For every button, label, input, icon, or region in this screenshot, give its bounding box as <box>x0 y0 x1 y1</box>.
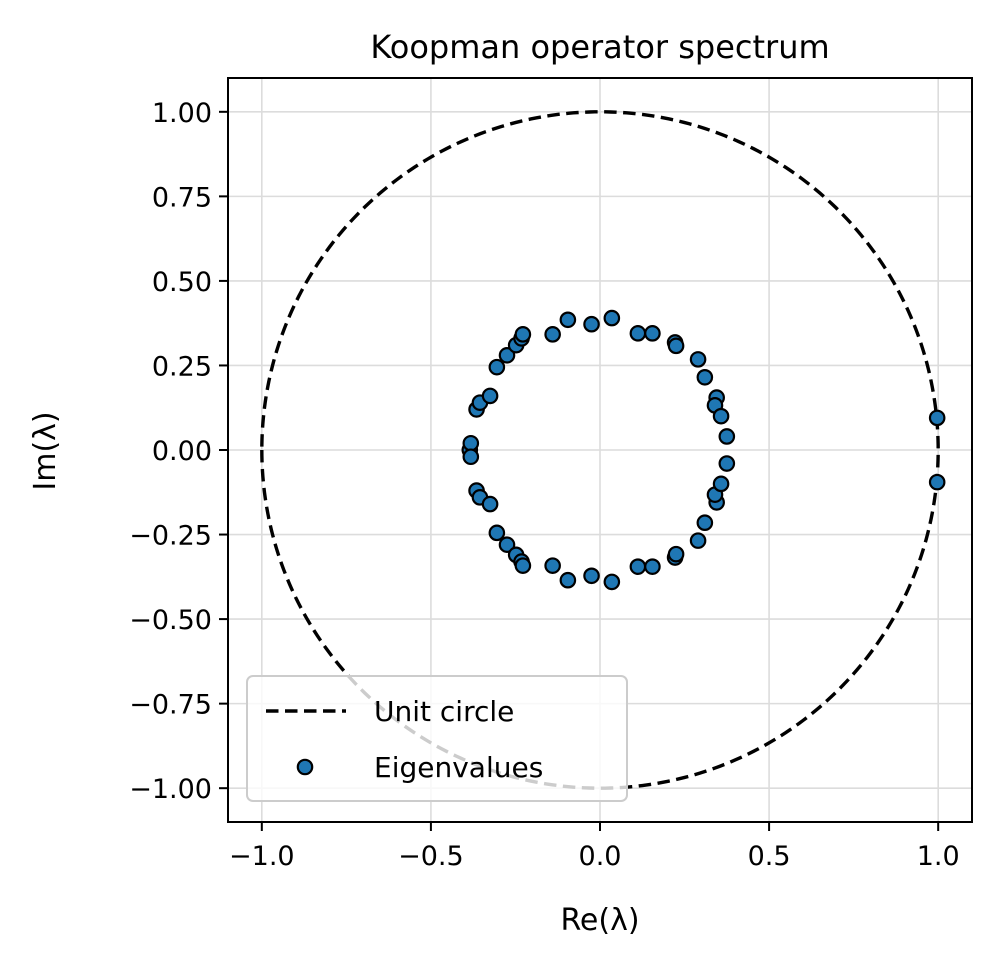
legend-unit-circle-label: Unit circle <box>374 695 514 728</box>
eigenvalue-point <box>481 495 499 513</box>
eigenvalue-point <box>689 532 707 549</box>
eigenvalue-point <box>712 475 730 493</box>
x-tick-label: 0.5 <box>748 841 791 872</box>
y-tick-label: −0.50 <box>129 605 212 636</box>
eigenvalue-point <box>928 409 946 427</box>
eigenvalue-point <box>603 309 621 327</box>
chart-title: Koopman operator spectrum <box>370 28 829 66</box>
y-tick-label: −0.75 <box>129 690 212 721</box>
legend-box <box>246 675 628 802</box>
y-tick-label: 0.25 <box>152 351 212 382</box>
eigenvalue-point <box>583 567 600 585</box>
eigenvalue-point <box>644 325 661 342</box>
eigenvalue-point <box>462 448 480 466</box>
eigenvalue-point <box>603 573 621 591</box>
eigenvalue-point <box>583 315 600 333</box>
eigenvalue-point <box>667 337 685 355</box>
legend-eigenvalues-label: Eigenvalues <box>374 751 543 784</box>
eigenvalue-point <box>712 407 730 425</box>
y-tick-label: 0.00 <box>152 436 212 467</box>
eigenvalue-point <box>559 571 577 589</box>
plot-content <box>260 110 946 790</box>
eigenvalue-point <box>488 358 506 376</box>
y-axis-ticks: 1.00 0.75 0.50 0.25 0.00 −0.25 −0.50 −0.75 −1.00 <box>129 98 228 805</box>
eigenvalue-point <box>629 325 647 342</box>
x-tick-label: 0.0 <box>579 841 622 872</box>
x-tick-label: 1.0 <box>917 841 960 872</box>
x-tick-label: −1.0 <box>229 841 295 872</box>
eigenvalue-point <box>514 326 532 343</box>
y-axis-label: Im(λ) <box>28 411 63 490</box>
eigenvalue-point <box>498 536 516 553</box>
y-tick-label: 1.00 <box>152 98 212 129</box>
eigenvalue-point <box>559 311 577 329</box>
eigenvalue-point <box>514 557 532 574</box>
eigenvalue-point <box>667 545 685 563</box>
eigenvalue-point <box>928 473 946 491</box>
y-tick-label: 0.75 <box>152 182 212 213</box>
eigenvalue-point <box>718 455 736 472</box>
y-tick-label: −1.00 <box>129 774 212 805</box>
eigenvalue-point <box>718 428 736 445</box>
x-tick-label: −0.5 <box>398 841 464 872</box>
y-tick-label: −0.25 <box>129 521 212 552</box>
x-axis-label: Re(λ) <box>560 903 639 938</box>
eigenvalue-point <box>544 557 561 574</box>
eigenvalue-point <box>644 558 661 575</box>
eigenvalue-point <box>462 434 480 452</box>
eigenvalue-point <box>481 387 499 405</box>
eigenvalue-point <box>498 347 516 364</box>
eigenvalue-point <box>544 326 561 343</box>
y-tick-label: 0.50 <box>152 267 212 298</box>
legend-eigenvalues-swatch <box>296 758 314 776</box>
eigenvalue-point <box>696 514 714 532</box>
legend: Unit circle Eigenvalues <box>246 675 628 802</box>
x-axis-ticks: −1.0 −0.5 0.0 0.5 1.0 <box>229 822 960 872</box>
eigenvalue-point <box>629 558 647 575</box>
eigenvalue-point <box>696 368 714 386</box>
eigenvalue-point <box>488 524 506 542</box>
eigenvalue-point <box>689 351 707 368</box>
eigenvalue-points <box>461 309 946 591</box>
